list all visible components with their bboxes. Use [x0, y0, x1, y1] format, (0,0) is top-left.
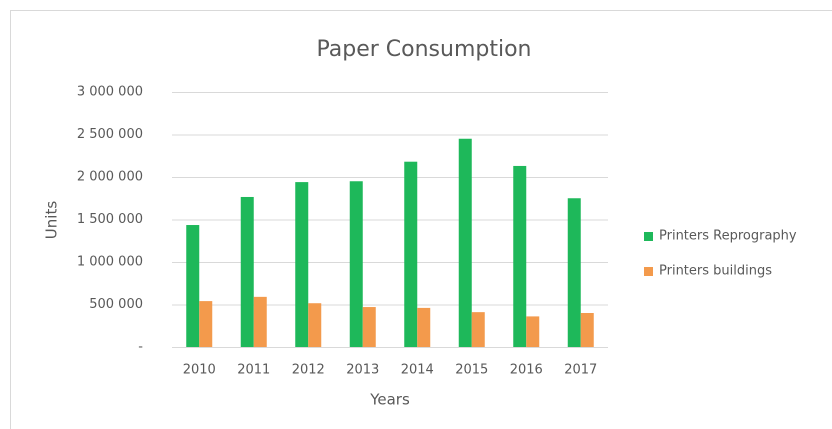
y-tick-label: 1 500 000 — [77, 212, 143, 227]
legend-swatch — [644, 267, 653, 276]
bar — [458, 138, 472, 347]
bar — [526, 316, 540, 347]
y-tick-label: 2 000 000 — [77, 170, 143, 185]
x-tick-label: 2016 — [510, 363, 543, 378]
y-tick-label: 2 500 000 — [77, 127, 143, 142]
bar — [186, 225, 200, 347]
x-axis-label: Years — [369, 391, 410, 409]
bar — [567, 198, 581, 347]
chart-frame — [10, 10, 832, 429]
y-tick-label: - — [138, 340, 143, 355]
x-tick-label: 2015 — [455, 363, 488, 378]
bar — [580, 313, 594, 347]
y-tick-label: 3 000 000 — [77, 85, 143, 100]
y-tick-label: 1 000 000 — [77, 255, 143, 270]
x-tick-label: 2012 — [292, 363, 325, 378]
bar — [199, 301, 213, 347]
bar — [295, 182, 309, 347]
bar — [362, 307, 376, 347]
bar — [240, 196, 254, 347]
bar — [308, 303, 322, 347]
x-tick-label: 2011 — [237, 363, 270, 378]
chart-title: Paper Consumption — [316, 37, 531, 62]
x-tick-label: 2017 — [564, 363, 597, 378]
bar — [349, 181, 363, 347]
bar — [471, 312, 485, 347]
legend-label: Printers Reprography — [659, 229, 797, 244]
bar — [404, 161, 418, 347]
legend-swatch — [644, 232, 653, 241]
bar — [253, 296, 267, 347]
bar — [513, 165, 527, 347]
x-tick-label: 2010 — [183, 363, 216, 378]
y-axis-label: Units — [43, 201, 61, 240]
legend-label: Printers buildings — [659, 264, 772, 279]
x-tick-label: 2013 — [346, 363, 379, 378]
bar — [417, 307, 431, 347]
x-tick-label: 2014 — [401, 363, 434, 378]
y-tick-label: 500 000 — [89, 297, 143, 312]
